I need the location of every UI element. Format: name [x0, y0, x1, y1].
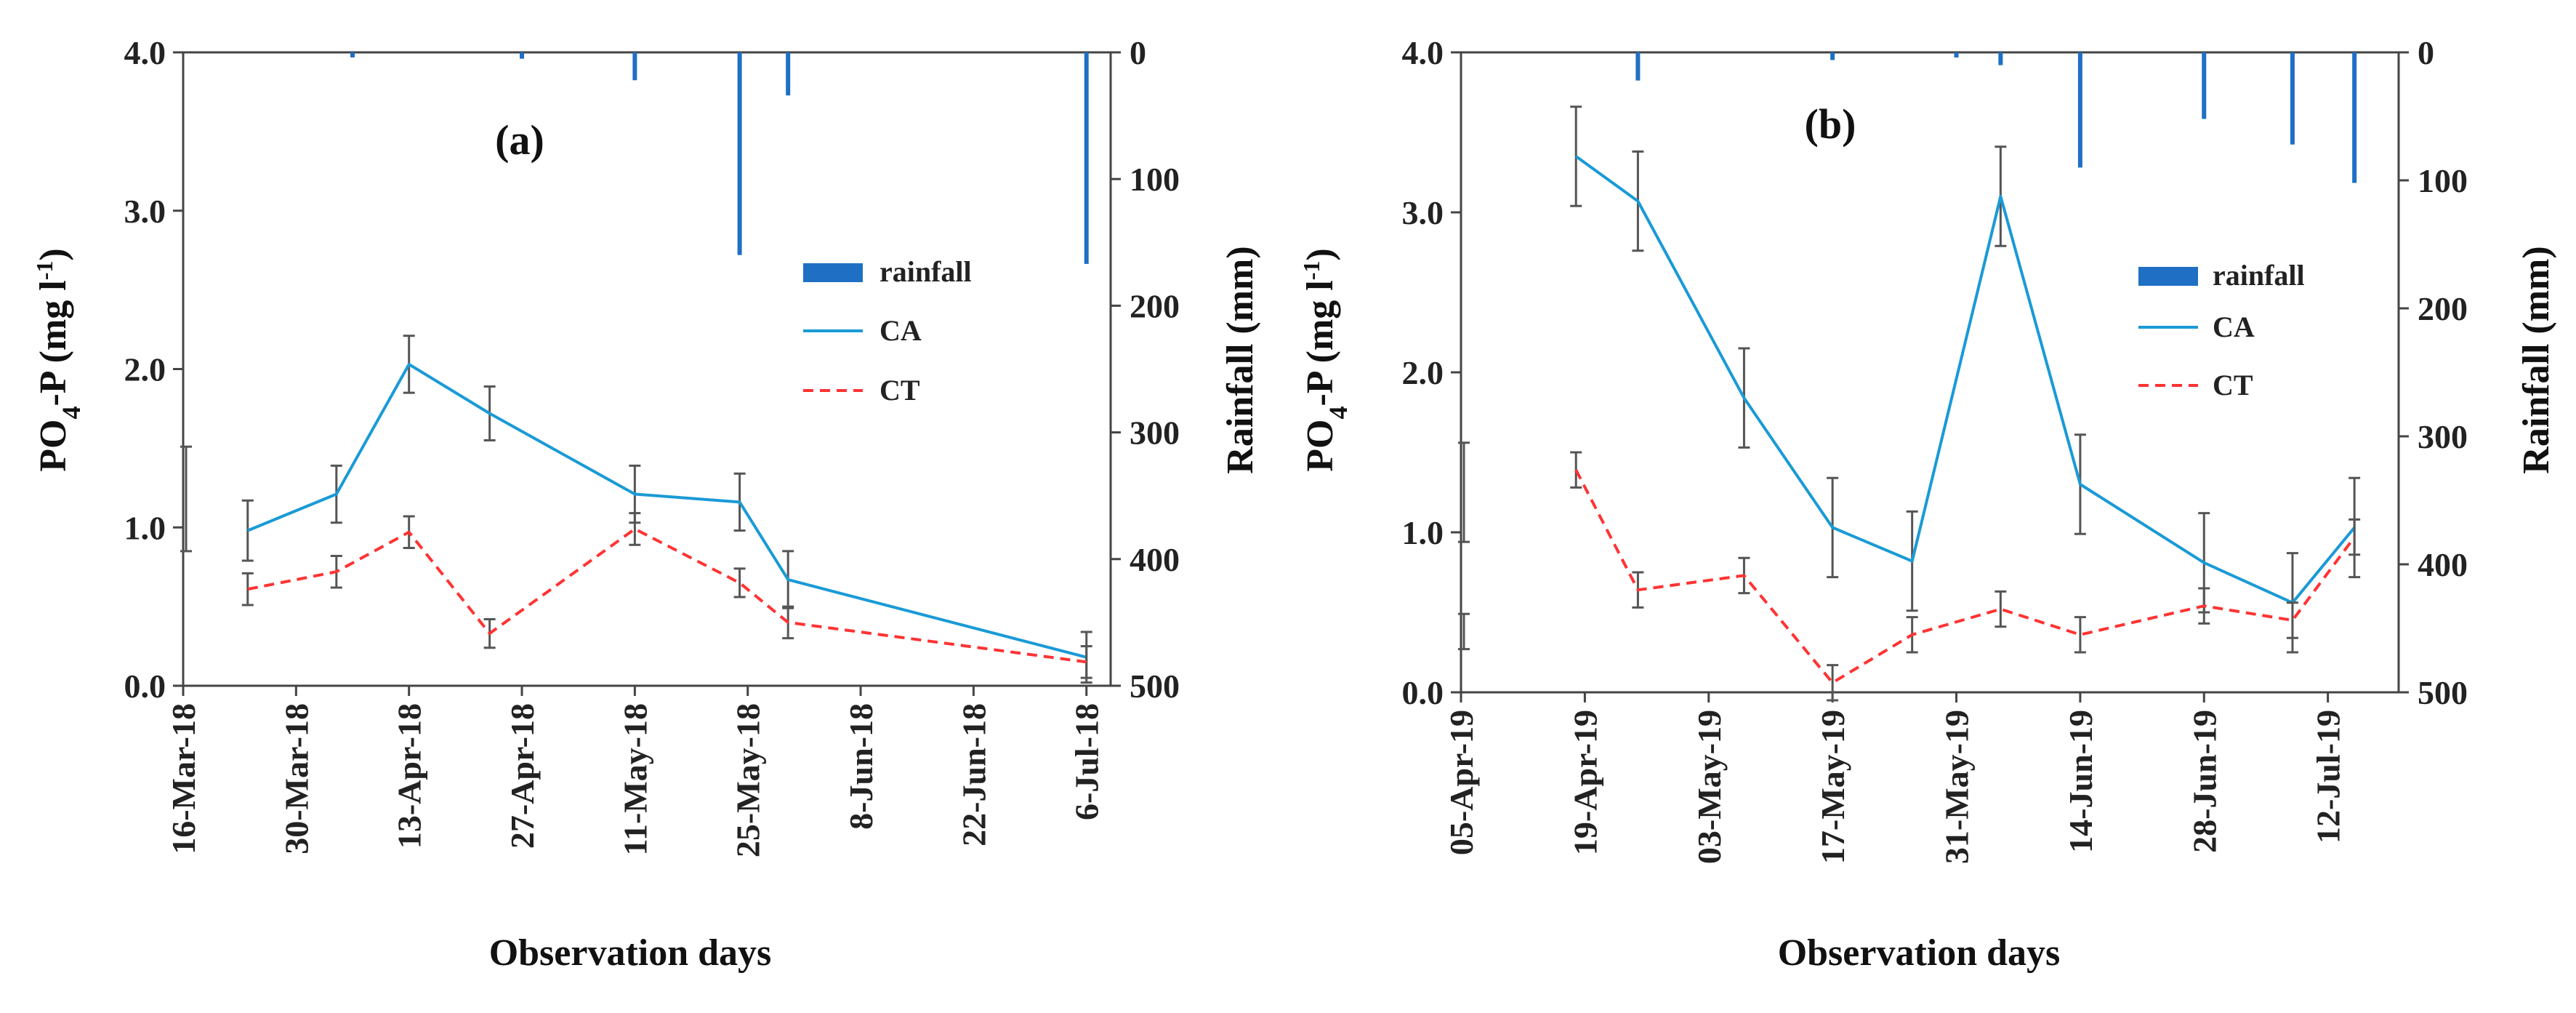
legend-rainfall-swatch [2138, 267, 2198, 286]
right-y-tick-label: 200 [2418, 290, 2468, 327]
right-y-tick-label: 400 [1130, 541, 1180, 578]
rainfall-bar [632, 52, 637, 81]
x-tick-label: 12-Jul-19 [2310, 710, 2347, 844]
right-y-tick-label: 100 [1130, 161, 1180, 198]
right-y-tick-label: 300 [1130, 415, 1180, 452]
legend-rainfall-label: rainfall [880, 255, 972, 288]
left-y-tick-label: 3.0 [124, 193, 166, 230]
left-y-tick-label: 1.0 [1402, 514, 1444, 551]
x-tick-label: 17-May-19 [1814, 710, 1851, 864]
legend-rainfall-swatch [803, 263, 863, 282]
rainfall-bar [786, 52, 791, 96]
right-y-tick-label: 100 [2418, 162, 2468, 199]
left-y-tick-label: 3.0 [1402, 194, 1444, 231]
x-tick-label: 14-Jun-19 [2062, 710, 2099, 853]
left-y-tick-label: 4.0 [124, 34, 166, 71]
x-tick-label: 25-May-18 [730, 703, 767, 857]
x-tick-label: 8-Jun-18 [842, 703, 880, 830]
panel-b-left-axis-title: PO4-P (mg l-1) [1298, 248, 1353, 472]
x-tick-label: 28-Jun-19 [2186, 710, 2223, 853]
panel-a-label: (a) [495, 116, 544, 164]
panel-a-chart: 0.0 1.0 2.0 3.0 4.0 0 100 200 300 400 500 16-Mar-18… [31, 34, 1261, 974]
panel-b-legend: rainfall CA CT [2138, 259, 2305, 401]
right-y-tick-label: 500 [2418, 674, 2468, 711]
rainfall-bar [737, 52, 742, 255]
x-tick-label: 31-May-19 [1939, 710, 1976, 864]
rainfall-bar [1998, 52, 2003, 65]
left-y-tick-label: 4.0 [1402, 34, 1444, 71]
panel-a-x-axis-title: Observation days [489, 932, 772, 974]
ca-series-line [1575, 155, 2356, 604]
panel-a-left-axis-title: PO4-P (mg l-1) [31, 248, 86, 472]
x-tick-label: 11-May-18 [616, 703, 653, 856]
panel-b-right-axis-title: Rainfall (mm) [2516, 246, 2557, 473]
rainfall-bar [1635, 52, 1641, 81]
x-tick-label: 13-Apr-18 [391, 703, 428, 849]
legend-ca-label: CA [2213, 311, 2255, 343]
rainfall-bar [2202, 52, 2207, 119]
rainfall-bar [2352, 52, 2357, 183]
right-y-tick-label: 0 [1130, 34, 1146, 71]
panel-b-chart: 0.0 1.0 2.0 3.0 4.0 0 100 200 300 400 500 05-Apr-19… [1298, 34, 2557, 974]
x-tick-label: 19-Apr-19 [1566, 710, 1603, 855]
left-y-tick-label: 0.0 [1402, 674, 1444, 711]
legend-ct-label: CT [880, 374, 920, 407]
x-tick-label: 6-Jul-18 [1068, 703, 1106, 820]
x-tick-label: 30-Mar-18 [278, 703, 315, 854]
left-y-tick-label: 2.0 [1402, 354, 1444, 391]
legend-rainfall-label: rainfall [2213, 259, 2305, 292]
rainfall-bar [1084, 52, 1089, 264]
x-tick-label: 16-Mar-18 [165, 703, 202, 854]
x-tick-label: 05-Apr-19 [1443, 710, 1480, 855]
panel-a-right-axis-title: Rainfall (mm) [1220, 246, 1261, 473]
right-y-tick-label: 0 [2418, 34, 2434, 71]
rainfall-bar [350, 52, 355, 57]
left-y-tick-label: 1.0 [124, 509, 166, 546]
rainfall-bar [2290, 52, 2295, 145]
legend-ct-label: CT [2213, 369, 2253, 401]
panel-a-plot-area: 0.0 1.0 2.0 3.0 4.0 0 100 200 300 400 500 16-Mar-18… [124, 34, 1180, 857]
left-y-tick-label: 2.0 [124, 351, 166, 388]
legend-ca-label: CA [880, 314, 922, 347]
x-tick-label: 22-Jun-18 [955, 703, 992, 846]
ca-series-line [247, 363, 1087, 659]
rainfall-bar [2077, 52, 2082, 168]
panel-b-label: (b) [1805, 100, 1856, 148]
rainfall-bar [1954, 52, 1959, 58]
right-y-tick-label: 500 [1130, 668, 1180, 705]
panel-b-x-axis-title: Observation days [1778, 932, 2061, 974]
right-y-tick-label: 400 [2418, 546, 2468, 583]
rainfall-bar [520, 52, 525, 59]
x-tick-label: 27-Apr-18 [504, 703, 541, 849]
right-y-tick-label: 300 [2418, 418, 2468, 455]
left-y-tick-label: 0.0 [124, 668, 166, 705]
ct-series-line [1574, 469, 2356, 684]
rainfall-bar [1830, 52, 1835, 60]
panel-a-legend: rainfall CA CT [803, 255, 972, 407]
ct-series-line [247, 527, 1087, 664]
right-y-tick-label: 200 [1130, 287, 1180, 324]
x-tick-label: 03-May-19 [1691, 710, 1728, 864]
panel-b-plot-area: 0.0 1.0 2.0 3.0 4.0 0 100 200 300 400 500 05-Apr-19… [1402, 34, 2468, 864]
